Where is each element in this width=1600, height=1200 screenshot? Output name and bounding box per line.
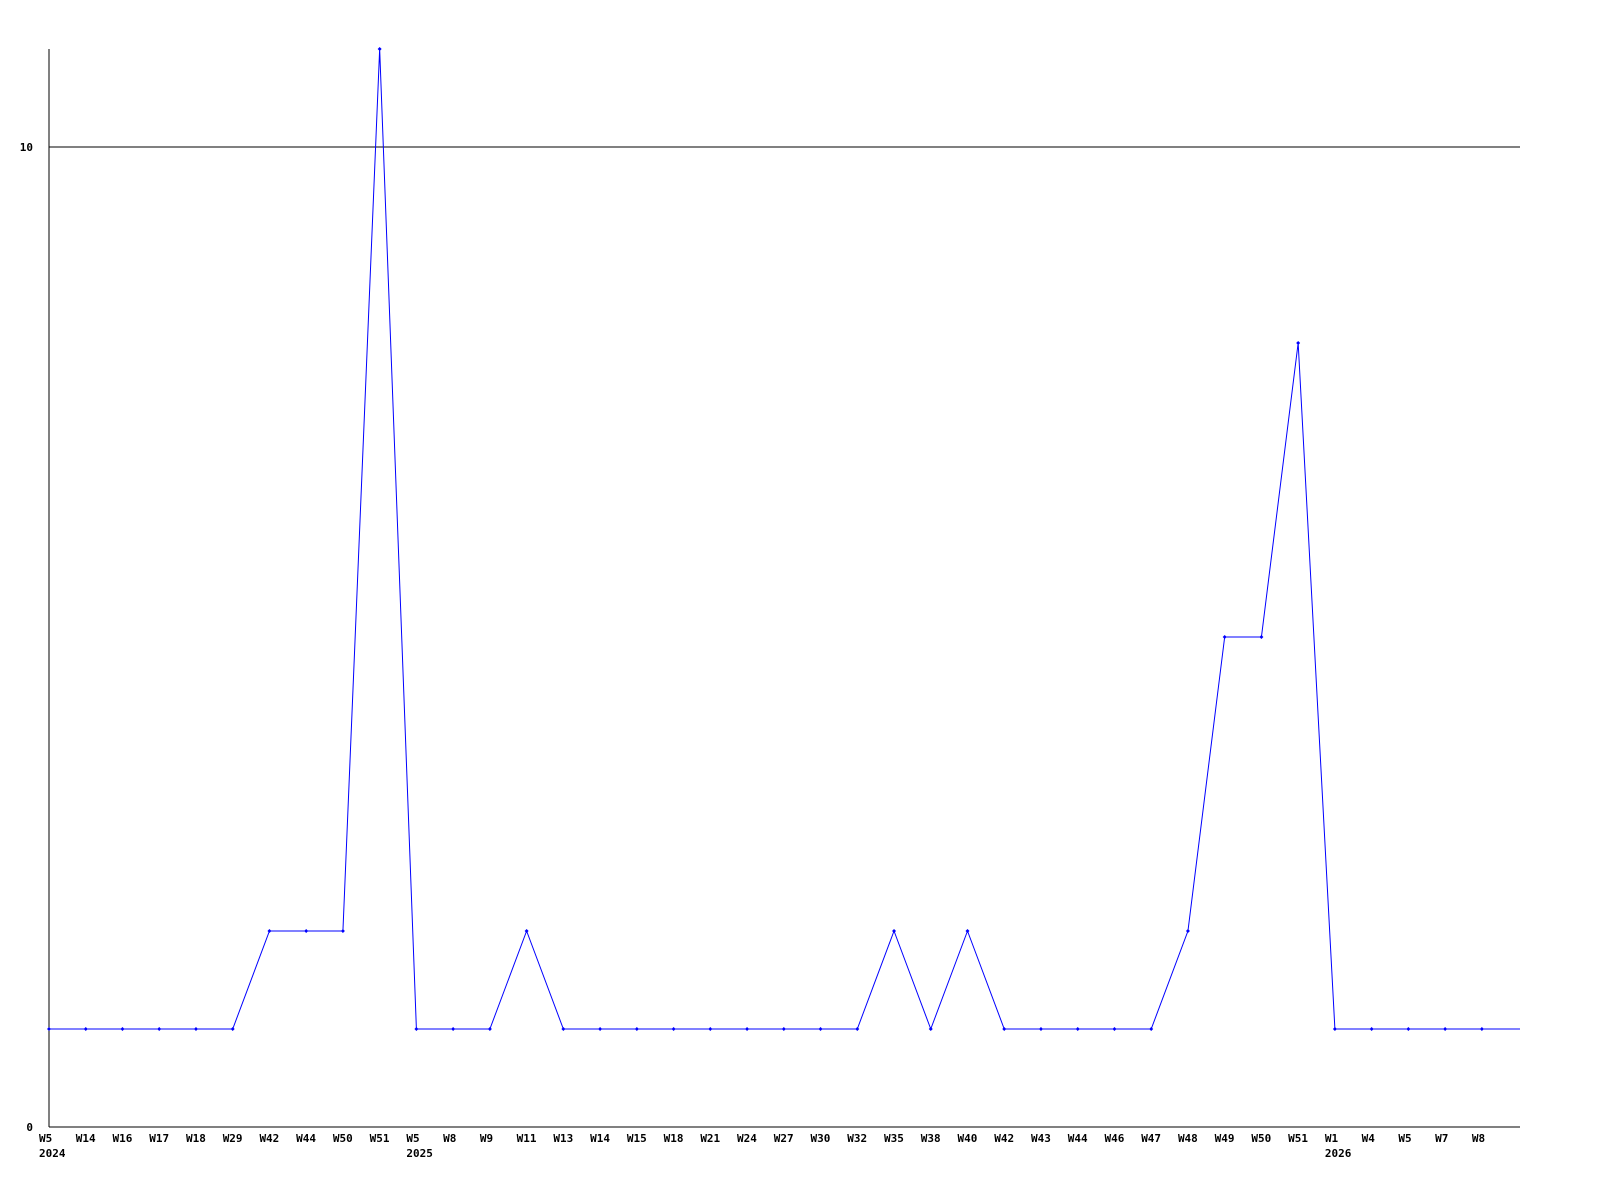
data-point (1075, 1027, 1080, 1031)
x-tick-label: W11 (517, 1132, 537, 1145)
x-tick-label: W44 (296, 1132, 316, 1145)
data-point (267, 929, 272, 933)
data-point (193, 1027, 198, 1031)
data-point (120, 1027, 125, 1031)
x-tick-label: W27 (774, 1132, 794, 1145)
x-tick-label: W48 (1178, 1132, 1198, 1145)
data-point (855, 1027, 860, 1031)
x-tick-label: W46 (1104, 1132, 1124, 1145)
data-point (634, 1027, 639, 1031)
data-point (230, 1027, 235, 1031)
data-point (818, 1027, 823, 1031)
x-tick-label: W5 (406, 1132, 419, 1145)
x-tick-label: W16 (112, 1132, 132, 1145)
x-year-label: 2026 (1325, 1147, 1352, 1160)
x-tick-label: W42 (994, 1132, 1014, 1145)
data-point (1479, 1027, 1484, 1031)
x-tick-label: W50 (333, 1132, 353, 1145)
x-tick-label: W30 (811, 1132, 831, 1145)
x-tick-label: W18 (664, 1132, 684, 1145)
x-tick-label: W9 (480, 1132, 493, 1145)
data-point (1185, 929, 1190, 933)
data-point (671, 1027, 676, 1031)
data-point (1406, 1027, 1411, 1031)
x-tick-label: W14 (590, 1132, 610, 1145)
x-tick-label: W40 (958, 1132, 978, 1145)
data-point (1038, 1027, 1043, 1031)
data-point (781, 1027, 786, 1031)
series-line (49, 48, 1520, 1031)
x-year-label: 2025 (406, 1147, 433, 1160)
x-tick-label: W4 (1362, 1132, 1376, 1145)
x-tick-label: W38 (921, 1132, 941, 1145)
x-tick-label: W1 (1325, 1132, 1339, 1145)
data-point (1002, 1027, 1007, 1031)
x-tick-label: W18 (186, 1132, 206, 1145)
x-tick-label: W21 (700, 1132, 720, 1145)
x-tick-label: W8 (443, 1132, 456, 1145)
x-tick-label: W32 (847, 1132, 867, 1145)
data-point (1149, 1027, 1154, 1031)
x-tick-label: W42 (259, 1132, 279, 1145)
data-point (414, 1027, 419, 1031)
data-point (745, 1027, 750, 1031)
data-point (708, 1027, 713, 1031)
data-point (377, 47, 382, 51)
y-tick-label: 10 (20, 141, 33, 154)
x-tick-label: W5 (39, 1132, 52, 1145)
data-point (1369, 1027, 1374, 1031)
data-point (892, 929, 897, 933)
data-point (1222, 635, 1227, 639)
x-tick-label: W49 (1215, 1132, 1235, 1145)
x-tick-label: W44 (1068, 1132, 1088, 1145)
x-tick-label: W51 (1288, 1132, 1308, 1145)
x-tick-label: W35 (884, 1132, 904, 1145)
data-point (157, 1027, 162, 1031)
data-point (304, 929, 309, 933)
data-point (1112, 1027, 1117, 1031)
data-point (965, 929, 970, 933)
data-point (1443, 1027, 1448, 1031)
data-point (598, 1027, 603, 1031)
data-point (451, 1027, 456, 1031)
data-point (928, 1027, 933, 1031)
x-tick-label: W15 (627, 1132, 647, 1145)
data-point (1332, 1027, 1337, 1031)
data-point (561, 1027, 566, 1031)
x-year-label: 2024 (39, 1147, 66, 1160)
x-tick-label: W5 (1398, 1132, 1411, 1145)
data-point (340, 929, 345, 933)
data-point (524, 929, 529, 933)
x-tick-label: W43 (1031, 1132, 1051, 1145)
data-point (487, 1027, 492, 1031)
data-point (83, 1027, 88, 1031)
x-tick-label: W29 (223, 1132, 243, 1145)
data-point (47, 1027, 51, 1031)
data-point (1259, 635, 1264, 639)
x-tick-label: W47 (1141, 1132, 1161, 1145)
y-tick-label: 0 (26, 1121, 33, 1134)
x-tick-label: W17 (149, 1132, 169, 1145)
x-tick-label: W8 (1472, 1132, 1485, 1145)
x-tick-label: W50 (1251, 1132, 1271, 1145)
x-tick-label: W7 (1435, 1132, 1448, 1145)
x-tick-label: W24 (737, 1132, 757, 1145)
x-tick-label: W51 (370, 1132, 390, 1145)
x-tick-label: W13 (553, 1132, 573, 1145)
x-tick-label: W14 (76, 1132, 96, 1145)
data-point (1296, 341, 1301, 345)
